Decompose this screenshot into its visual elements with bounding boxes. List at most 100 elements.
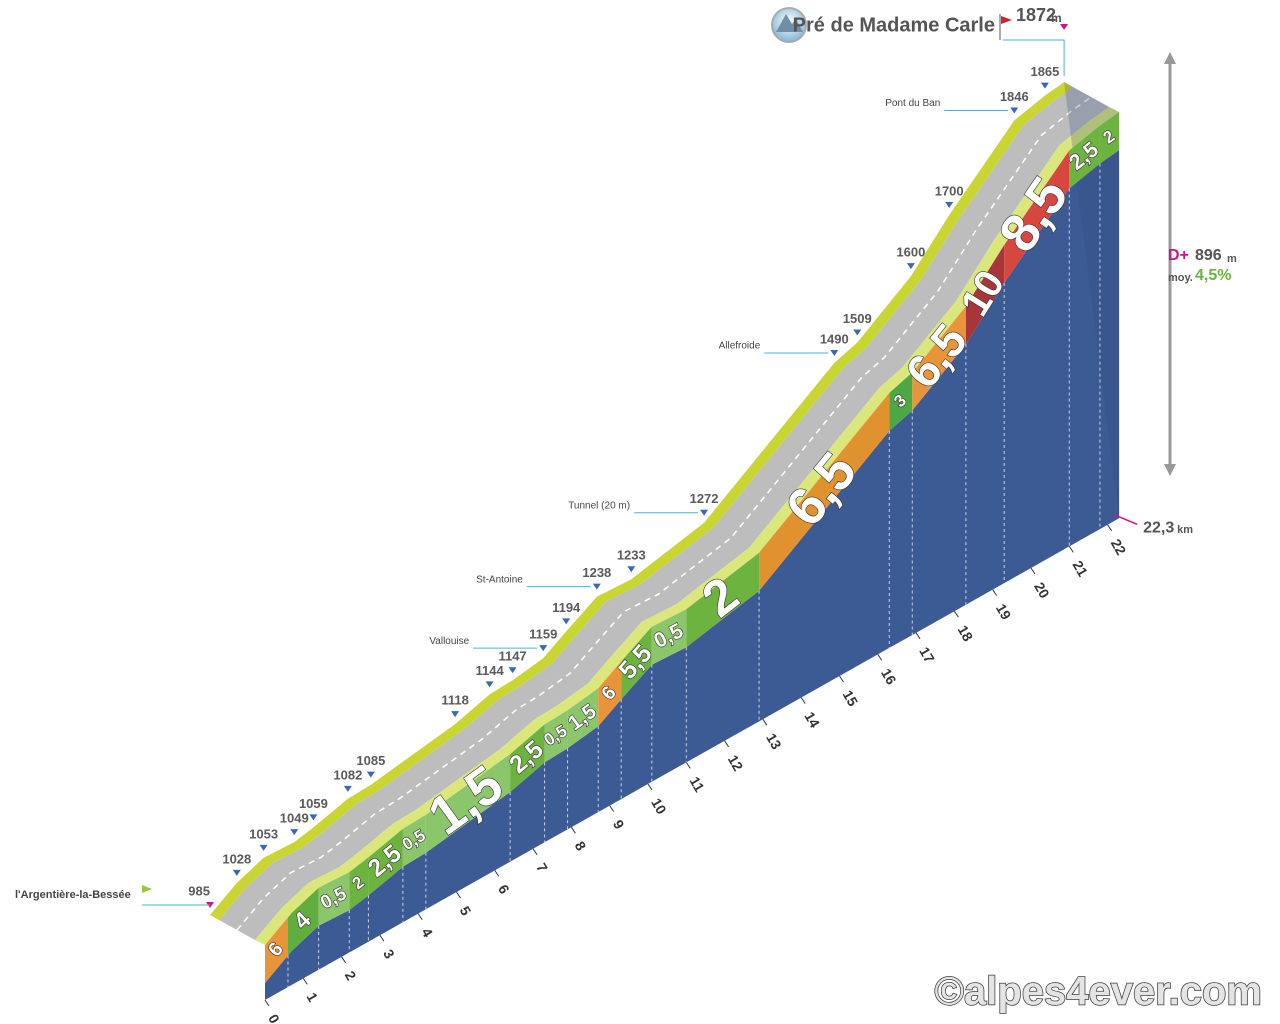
x-tick-label: 13 bbox=[763, 731, 785, 753]
altitude-label: 1238 bbox=[582, 565, 611, 580]
altitude-marker bbox=[343, 785, 352, 792]
x-tick-label: 15 bbox=[840, 687, 862, 709]
distance-mark bbox=[1112, 513, 1138, 526]
road-back-edge bbox=[210, 82, 1074, 921]
x-tick-label: 5 bbox=[457, 903, 475, 918]
altitude-label: 1700 bbox=[935, 183, 964, 198]
altitude-marker bbox=[592, 583, 601, 590]
altitude-label: 1490 bbox=[820, 331, 849, 346]
summit-flag bbox=[1001, 16, 1012, 24]
x-tick bbox=[570, 826, 576, 834]
grade-segment bbox=[1004, 150, 1070, 283]
x-tick-label: 22 bbox=[1108, 536, 1130, 558]
x-tick bbox=[839, 675, 844, 683]
place-label: Allefroide bbox=[719, 341, 761, 352]
grade-segment bbox=[889, 372, 913, 431]
x-tick bbox=[724, 740, 730, 748]
summit-unit: m bbox=[1051, 11, 1062, 25]
altitude-marker bbox=[485, 681, 494, 688]
x-tick bbox=[341, 956, 347, 964]
end-face bbox=[1064, 82, 1120, 519]
road-center-line bbox=[236, 96, 1092, 931]
road-front-edge bbox=[255, 107, 1120, 946]
x-tick bbox=[915, 632, 921, 640]
altitude-marker bbox=[945, 201, 954, 208]
place-label: Vallouise bbox=[429, 636, 469, 647]
credit: ©alpes4ever.com bbox=[935, 970, 1262, 1014]
x-tick-label: 14 bbox=[801, 709, 823, 731]
x-tick bbox=[762, 718, 768, 726]
profile: 640,522,50,51,52,50,51,565,50,526,536,51… bbox=[210, 82, 1120, 1007]
altitude-label: 1028 bbox=[222, 851, 251, 866]
altitude-label: 1085 bbox=[356, 753, 385, 768]
gain-value: 896 bbox=[1195, 247, 1222, 264]
altitude-marker bbox=[451, 711, 460, 718]
grade-segment bbox=[265, 917, 288, 983]
altitude-label: 1053 bbox=[249, 826, 278, 841]
x-tick bbox=[532, 848, 538, 856]
distance-unit: km bbox=[1177, 524, 1193, 536]
x-tick-label: 4 bbox=[418, 925, 436, 940]
summit-leader bbox=[1003, 39, 1065, 77]
x-tick bbox=[877, 654, 883, 661]
altitude-label: 1233 bbox=[617, 548, 646, 563]
grade-segment bbox=[425, 754, 511, 853]
altitude-label: 1846 bbox=[1000, 89, 1029, 104]
altitude-marker bbox=[259, 844, 268, 851]
grade-segment bbox=[349, 857, 369, 911]
altitude-label: 1118 bbox=[441, 693, 469, 708]
road-surface bbox=[219, 87, 1110, 941]
x-tick-label: 16 bbox=[878, 666, 900, 688]
x-tick-label: 12 bbox=[725, 752, 747, 774]
altitude-marker bbox=[562, 618, 571, 625]
grade-segment bbox=[598, 661, 622, 727]
altitude-label: 1272 bbox=[690, 491, 719, 506]
wall bbox=[265, 150, 1120, 1001]
altitude-marker bbox=[539, 645, 548, 652]
grade-segment bbox=[621, 626, 652, 700]
altitude-label: 985 bbox=[188, 883, 210, 898]
x-tick bbox=[379, 934, 385, 942]
grade-segment bbox=[402, 814, 426, 867]
grade-segment bbox=[318, 872, 350, 926]
altitude-label: 1147 bbox=[498, 649, 526, 664]
x-tick bbox=[494, 870, 500, 877]
chart-title: Pré de Madame Carle bbox=[793, 14, 995, 36]
altitude-label: 1144 bbox=[475, 663, 504, 678]
x-tick bbox=[800, 697, 806, 704]
altitude-label: 1159 bbox=[529, 627, 557, 642]
start-flag bbox=[142, 885, 152, 893]
x-tick bbox=[647, 783, 653, 791]
grade-segment bbox=[544, 710, 568, 763]
x-tick bbox=[1068, 546, 1074, 553]
altitude-label: 1865 bbox=[1030, 64, 1059, 79]
x-tick bbox=[1030, 567, 1036, 575]
altitude-label: 1194 bbox=[552, 600, 581, 615]
grade-segment bbox=[651, 609, 687, 665]
grade-segment bbox=[686, 552, 760, 648]
x-tick-label: 18 bbox=[955, 623, 977, 645]
grade-segment bbox=[965, 245, 1005, 345]
x-tick bbox=[456, 891, 461, 899]
altitude-label: 1509 bbox=[843, 311, 872, 326]
x-tick-label: 3 bbox=[380, 947, 398, 962]
x-tick-label: 2 bbox=[342, 968, 360, 983]
altitude-marker bbox=[1010, 107, 1019, 114]
place-label: St-Antoine bbox=[476, 574, 523, 585]
x-tick-label: 1 bbox=[303, 990, 321, 1005]
altitude-marker bbox=[366, 771, 375, 778]
x-tick-label: 21 bbox=[1069, 558, 1091, 580]
x-tick-label: 20 bbox=[1031, 579, 1053, 601]
average-value: 4,5% bbox=[1195, 267, 1231, 284]
x-tick-label: 17 bbox=[916, 644, 938, 666]
x-tick bbox=[417, 913, 423, 920]
altitude-marker bbox=[906, 263, 915, 270]
summit-marker bbox=[1060, 24, 1069, 30]
altitude-label: 1600 bbox=[896, 245, 925, 260]
altitude-marker bbox=[1040, 82, 1049, 89]
x-tick-label: 7 bbox=[533, 860, 551, 875]
grade-segment bbox=[1099, 112, 1120, 164]
x-tick-label: 9 bbox=[610, 817, 628, 832]
grade-segment bbox=[759, 392, 890, 591]
